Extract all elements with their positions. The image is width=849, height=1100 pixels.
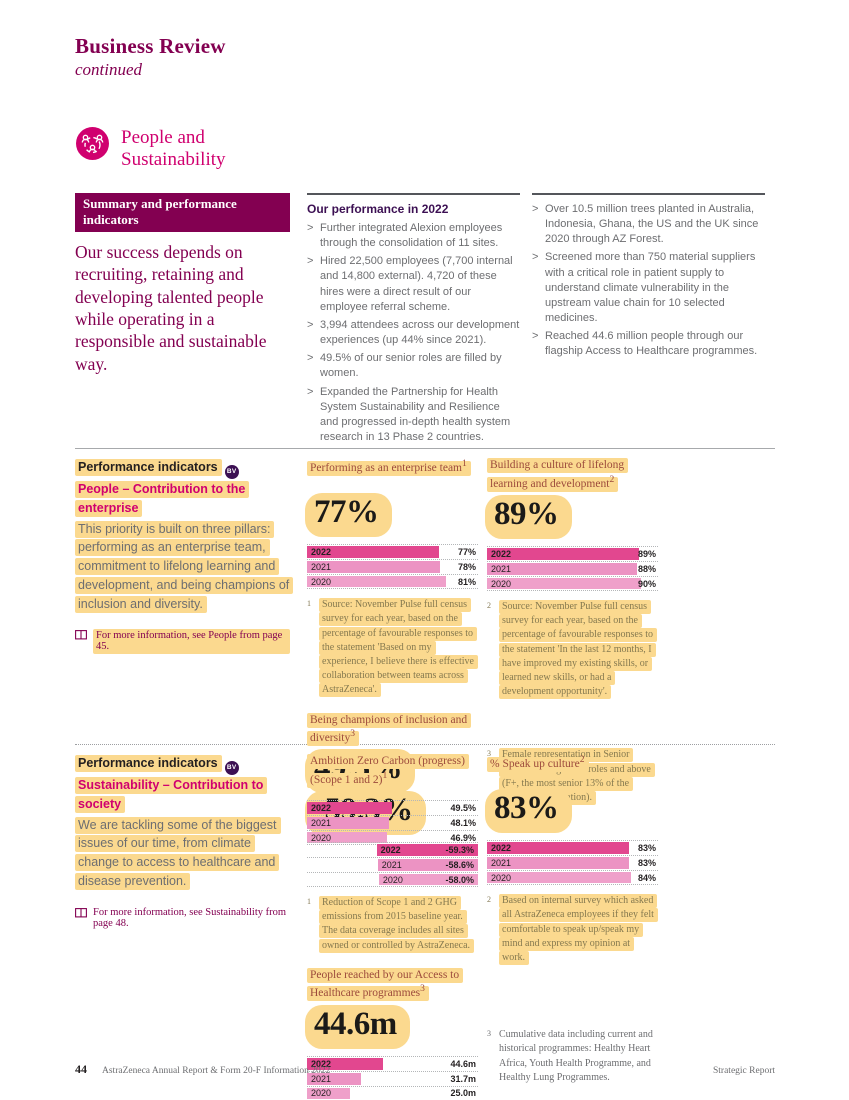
indicators-subheading: Sustainability – Contribution to society — [75, 776, 290, 814]
bar-chart: 2022 49.5% 2021 48.1% 2020 46.9% — [307, 800, 478, 846]
more-info-people: For more information, see People from pa… — [75, 629, 290, 655]
charts-middle-column: Performing as an enterprise team1 77% 20… — [305, 458, 478, 846]
section-divider-dotted — [75, 744, 775, 746]
section-header: People and Sustainability — [75, 126, 775, 172]
list-item: 3,994 attendees across our development e… — [307, 318, 520, 348]
list-item: Screened more than 750 material supplier… — [532, 250, 765, 326]
bar-chart: 2022 77% 2021 78% 2020 81% — [307, 544, 478, 590]
footnote: 2 Based on internal survey which asked a… — [487, 894, 658, 965]
summary-text: Our success depends on recruiting, retai… — [75, 241, 267, 374]
chart-big-value: 44.6m — [305, 1004, 410, 1049]
footnote: 1 Reduction of Scope 1 and 2 GHG emissio… — [307, 896, 478, 953]
chart-performing-enterprise-team: Performing as an enterprise team1 77% 20… — [305, 458, 478, 590]
footnote: 2 Source: November Pulse full census sur… — [487, 600, 658, 700]
more-info-text: For more information, see People from pa… — [93, 629, 290, 655]
bar-chart: 2022 -59.3% 2021 -58.6% 2020 -58.0% — [307, 842, 478, 888]
list-item: 49.5% of our senior roles are filled by … — [307, 351, 520, 381]
indicators-heading: Performance indicators BV — [75, 754, 290, 776]
chart-title: % Speak up culture2 — [487, 754, 658, 786]
list-item: Over 10.5 million trees planted in Austr… — [532, 202, 765, 248]
summary-badge: Summary and performance indicators — [75, 192, 290, 232]
charts-right-column: % Speak up culture2 83% 2022 83% 2021 83% 20… — [485, 754, 658, 1100]
performance-bullet-list-2: Over 10.5 million trees planted in Austr… — [532, 202, 765, 360]
section-title: People and Sustainability — [121, 127, 226, 171]
chart-big-value: 83% — [485, 789, 572, 834]
performance-bullet-list-1: Further integrated Alexion employees thr… — [307, 221, 520, 445]
doc-footer: 44 AstraZeneca Annual Report & Form 20-F… — [75, 1062, 775, 1077]
more-info-sustainability: For more information, see Sustainability… — [75, 907, 290, 929]
footer-section-label: Strategic Report — [713, 1066, 775, 1076]
charts-right-column: Building a culture of lifelong learning … — [485, 458, 658, 805]
indicators-description: We are tackling some of the biggest issu… — [75, 816, 290, 891]
summary-row: Summary and performance indicators Our s… — [75, 192, 775, 448]
chart-title: Building a culture of lifelong learning … — [487, 458, 658, 492]
book-icon — [75, 907, 87, 918]
people-network-icon — [75, 126, 110, 166]
chart-title: Being champions of inclusion and diversi… — [307, 712, 478, 747]
list-item: Expanded the Partnership for Health Syst… — [307, 385, 520, 446]
chart-title: Performing as an enterprise team1 — [307, 458, 478, 490]
indicators-sustainability-intro: Performance indicators BV Sustainability … — [75, 754, 290, 1100]
bv-badge: BV — [224, 761, 239, 776]
footnote: 1 Source: November Pulse full census sur… — [307, 598, 478, 698]
doc-header: Business Review continued — [75, 0, 775, 80]
list-item: Further integrated Alexion employees thr… — [307, 221, 520, 251]
chart-title: Ambition Zero Carbon (progress) (Scope 1… — [307, 754, 478, 788]
indicators-heading: Performance indicators BV — [75, 458, 290, 480]
indicators-people-intro: Performance indicators BV People – Contri… — [75, 458, 294, 744]
list-item: Reached 44.6 million people through our … — [532, 329, 765, 359]
bar-chart: 2022 83% 2021 83% 2020 84% — [487, 840, 658, 886]
indicators-people-section: Performance indicators BV People – Contri… — [75, 449, 775, 846]
summary-column: Summary and performance indicators Our s… — [75, 192, 290, 448]
chart-lifelong-learning: Building a culture of lifelong learning … — [485, 458, 658, 592]
more-info-text: For more information, see Sustainability… — [93, 906, 287, 929]
page-number: 44 — [75, 1062, 87, 1076]
chart-big-value: 89% — [485, 495, 572, 540]
performance-column-1: Our performance in 2022 Further integrat… — [307, 192, 520, 448]
chart-title: People reached by our Access to Healthca… — [307, 967, 478, 1002]
page-title: Business Review — [75, 34, 226, 58]
indicators-sustainability-section: Performance indicators BV Sustainability … — [75, 745, 775, 1100]
bar-chart: 2022 44.6m 2021 31.7m 2020 25.0m — [307, 1055, 478, 1100]
chart-access-healthcare: People reached by our Access to Healthca… — [305, 967, 478, 1100]
bar-chart: 2022 89% 2021 88% 2020 90% — [487, 546, 658, 592]
performance-column-2: Over 10.5 million trees planted in Austr… — [532, 192, 765, 448]
footer-report-title: AstraZeneca Annual Report & Form 20-F In… — [102, 1066, 331, 1076]
chart-big-value: 77% — [305, 493, 392, 538]
footnote: 3 Cumulative data including current and … — [487, 1029, 653, 1083]
indicators-description: This priority is built on three pillars:… — [75, 520, 294, 614]
book-icon — [75, 630, 87, 640]
chart-speak-up-culture: % Speak up culture2 83% 2022 83% 2021 83% 20… — [485, 754, 658, 886]
section-divider — [75, 448, 775, 450]
indicators-subheading: People – Contribution to the enterprise — [75, 480, 290, 518]
list-item: Hired 22,500 employees (7,700 internal a… — [307, 254, 520, 315]
performance-heading: Our performance in 2022 — [307, 201, 449, 216]
page-subtitle: continued — [75, 60, 143, 79]
bv-badge: BV — [224, 465, 239, 480]
